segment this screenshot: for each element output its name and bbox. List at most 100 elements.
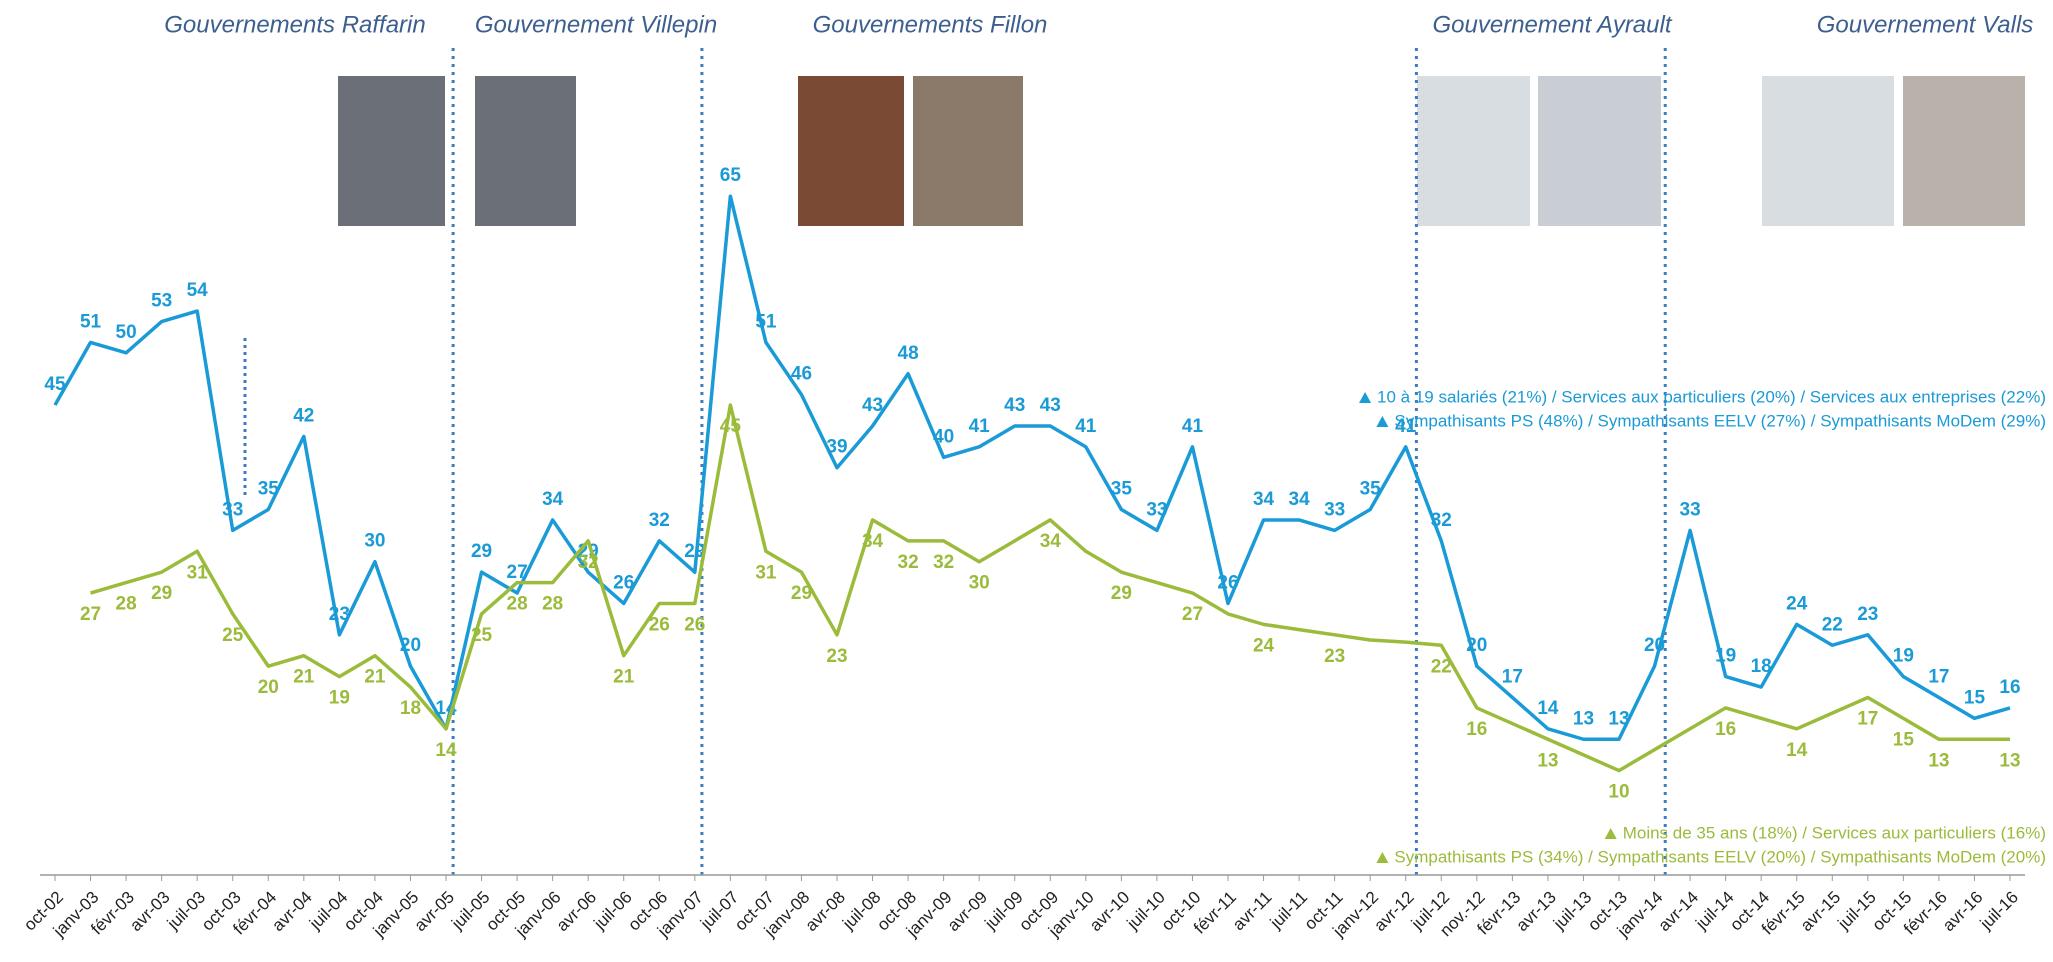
x-tick-label: avr-12 [1370, 888, 1418, 936]
value-label: 50 [116, 322, 137, 343]
x-tick-label: juil-15 [1834, 888, 1880, 934]
value-label: 17 [1502, 666, 1523, 687]
x-tick-label: juil-16 [1976, 888, 2022, 934]
value-label: 28 [507, 594, 528, 615]
value-label: 48 [898, 343, 919, 364]
x-tick-label: juil-10 [1123, 888, 1169, 934]
note: Sympathisants PS (34%) / Sympathisants E… [1394, 847, 2046, 866]
value-label: 16 [1715, 719, 1736, 740]
government-label: Gouvernement Valls [1817, 11, 2034, 38]
value-label: 39 [826, 437, 847, 458]
value-label: 28 [542, 594, 563, 615]
value-label: 23 [826, 646, 847, 667]
value-label: 29 [791, 583, 812, 604]
value-label: 17 [1857, 708, 1878, 729]
value-label: 26 [649, 615, 670, 636]
value-label: 24 [1786, 593, 1808, 614]
value-label: 14 [1786, 740, 1808, 761]
photos [338, 76, 2025, 226]
value-label: 20 [1466, 635, 1487, 656]
value-label: 21 [293, 667, 315, 688]
value-label: 51 [755, 311, 777, 332]
value-label: 34 [1289, 489, 1311, 510]
value-label: 25 [471, 625, 493, 646]
value-label: 30 [969, 573, 990, 594]
value-label: 34 [862, 531, 884, 552]
value-label: 27 [80, 604, 101, 625]
photo [1538, 76, 1661, 226]
value-label: 13 [1999, 750, 2020, 771]
value-label: 32 [898, 552, 919, 573]
value-label: 17 [1928, 666, 1949, 687]
value-label: 10 [1608, 782, 1629, 803]
value-label: 25 [222, 625, 244, 646]
value-label: 32 [1431, 510, 1452, 531]
value-label: 26 [1217, 573, 1238, 594]
note-triangle [1359, 392, 1371, 403]
value-label: 42 [293, 405, 314, 426]
x-tick-label: avr-09 [944, 888, 992, 936]
value-label: 31 [755, 562, 777, 583]
x-tick-label: avr-10 [1086, 888, 1134, 936]
photo [1417, 76, 1530, 226]
x-tick-label: juil-08 [838, 888, 884, 934]
value-label: 65 [720, 165, 742, 186]
value-label: 18 [1751, 656, 1772, 677]
value-label: 43 [1004, 395, 1025, 416]
x-tick-label: juil-09 [981, 888, 1027, 934]
value-label: 53 [151, 291, 172, 312]
value-label: 20 [258, 677, 279, 698]
note-triangle [1605, 828, 1617, 839]
series-line [91, 405, 2010, 770]
value-label: 14 [435, 740, 457, 761]
value-label: 27 [507, 562, 528, 583]
x-tick-label: avr-13 [1512, 888, 1560, 936]
value-label: 21 [364, 667, 386, 688]
value-label: 23 [1857, 604, 1878, 625]
value-label: 33 [1146, 499, 1167, 520]
note: Moins de 35 ans (18%) / Services aux par… [1623, 823, 2046, 842]
value-label: 19 [1715, 646, 1736, 667]
x-tick-label: juil-04 [305, 888, 351, 934]
value-label: 32 [933, 552, 954, 573]
value-label: 16 [1466, 719, 1487, 740]
x-tick-label: avr-08 [801, 888, 849, 936]
x-tick-label: avr-14 [1655, 888, 1703, 936]
x-tick-label: avr-06 [553, 888, 601, 936]
value-label: 15 [1964, 687, 1986, 708]
x-tick-label: juil-06 [590, 888, 636, 934]
value-label: 41 [969, 416, 991, 437]
government-label: Gouvernements Raffarin [164, 11, 425, 38]
value-label: 19 [1893, 646, 1914, 667]
value-label: 41 [1182, 416, 1204, 437]
note: 10 à 19 salariés (21%) / Services aux pa… [1377, 387, 2046, 406]
value-label: 54 [187, 280, 209, 301]
value-label: 43 [862, 395, 883, 416]
value-label: 14 [1537, 698, 1559, 719]
value-label: 43 [1040, 395, 1061, 416]
x-tick-label: juil-03 [163, 888, 209, 934]
x-tick-label: juil-11 [1266, 888, 1311, 933]
value-label: 26 [684, 615, 705, 636]
photo [1903, 76, 2025, 226]
x-tick-label: avr-16 [1939, 888, 1987, 936]
value-label: 21 [613, 667, 635, 688]
value-label: 13 [1608, 708, 1629, 729]
value-label: 27 [1182, 604, 1203, 625]
value-label: 26 [613, 573, 634, 594]
government-label: Gouvernements Fillon [813, 11, 1048, 38]
value-label: 18 [400, 698, 421, 719]
value-label: 32 [649, 510, 670, 531]
value-label: 33 [222, 499, 243, 520]
x-tick-label: avr-11 [1229, 888, 1276, 935]
value-label: 31 [187, 562, 209, 583]
value-label: 19 [329, 688, 350, 709]
value-label: 34 [1040, 531, 1062, 552]
value-label: 13 [1573, 708, 1594, 729]
value-label: 34 [542, 489, 564, 510]
value-label: 20 [400, 635, 421, 656]
note-triangle [1376, 416, 1388, 427]
value-label: 29 [151, 583, 172, 604]
note: Sympathisants PS (48%) / Sympathisants E… [1394, 411, 2046, 430]
value-label: 24 [1253, 635, 1275, 656]
